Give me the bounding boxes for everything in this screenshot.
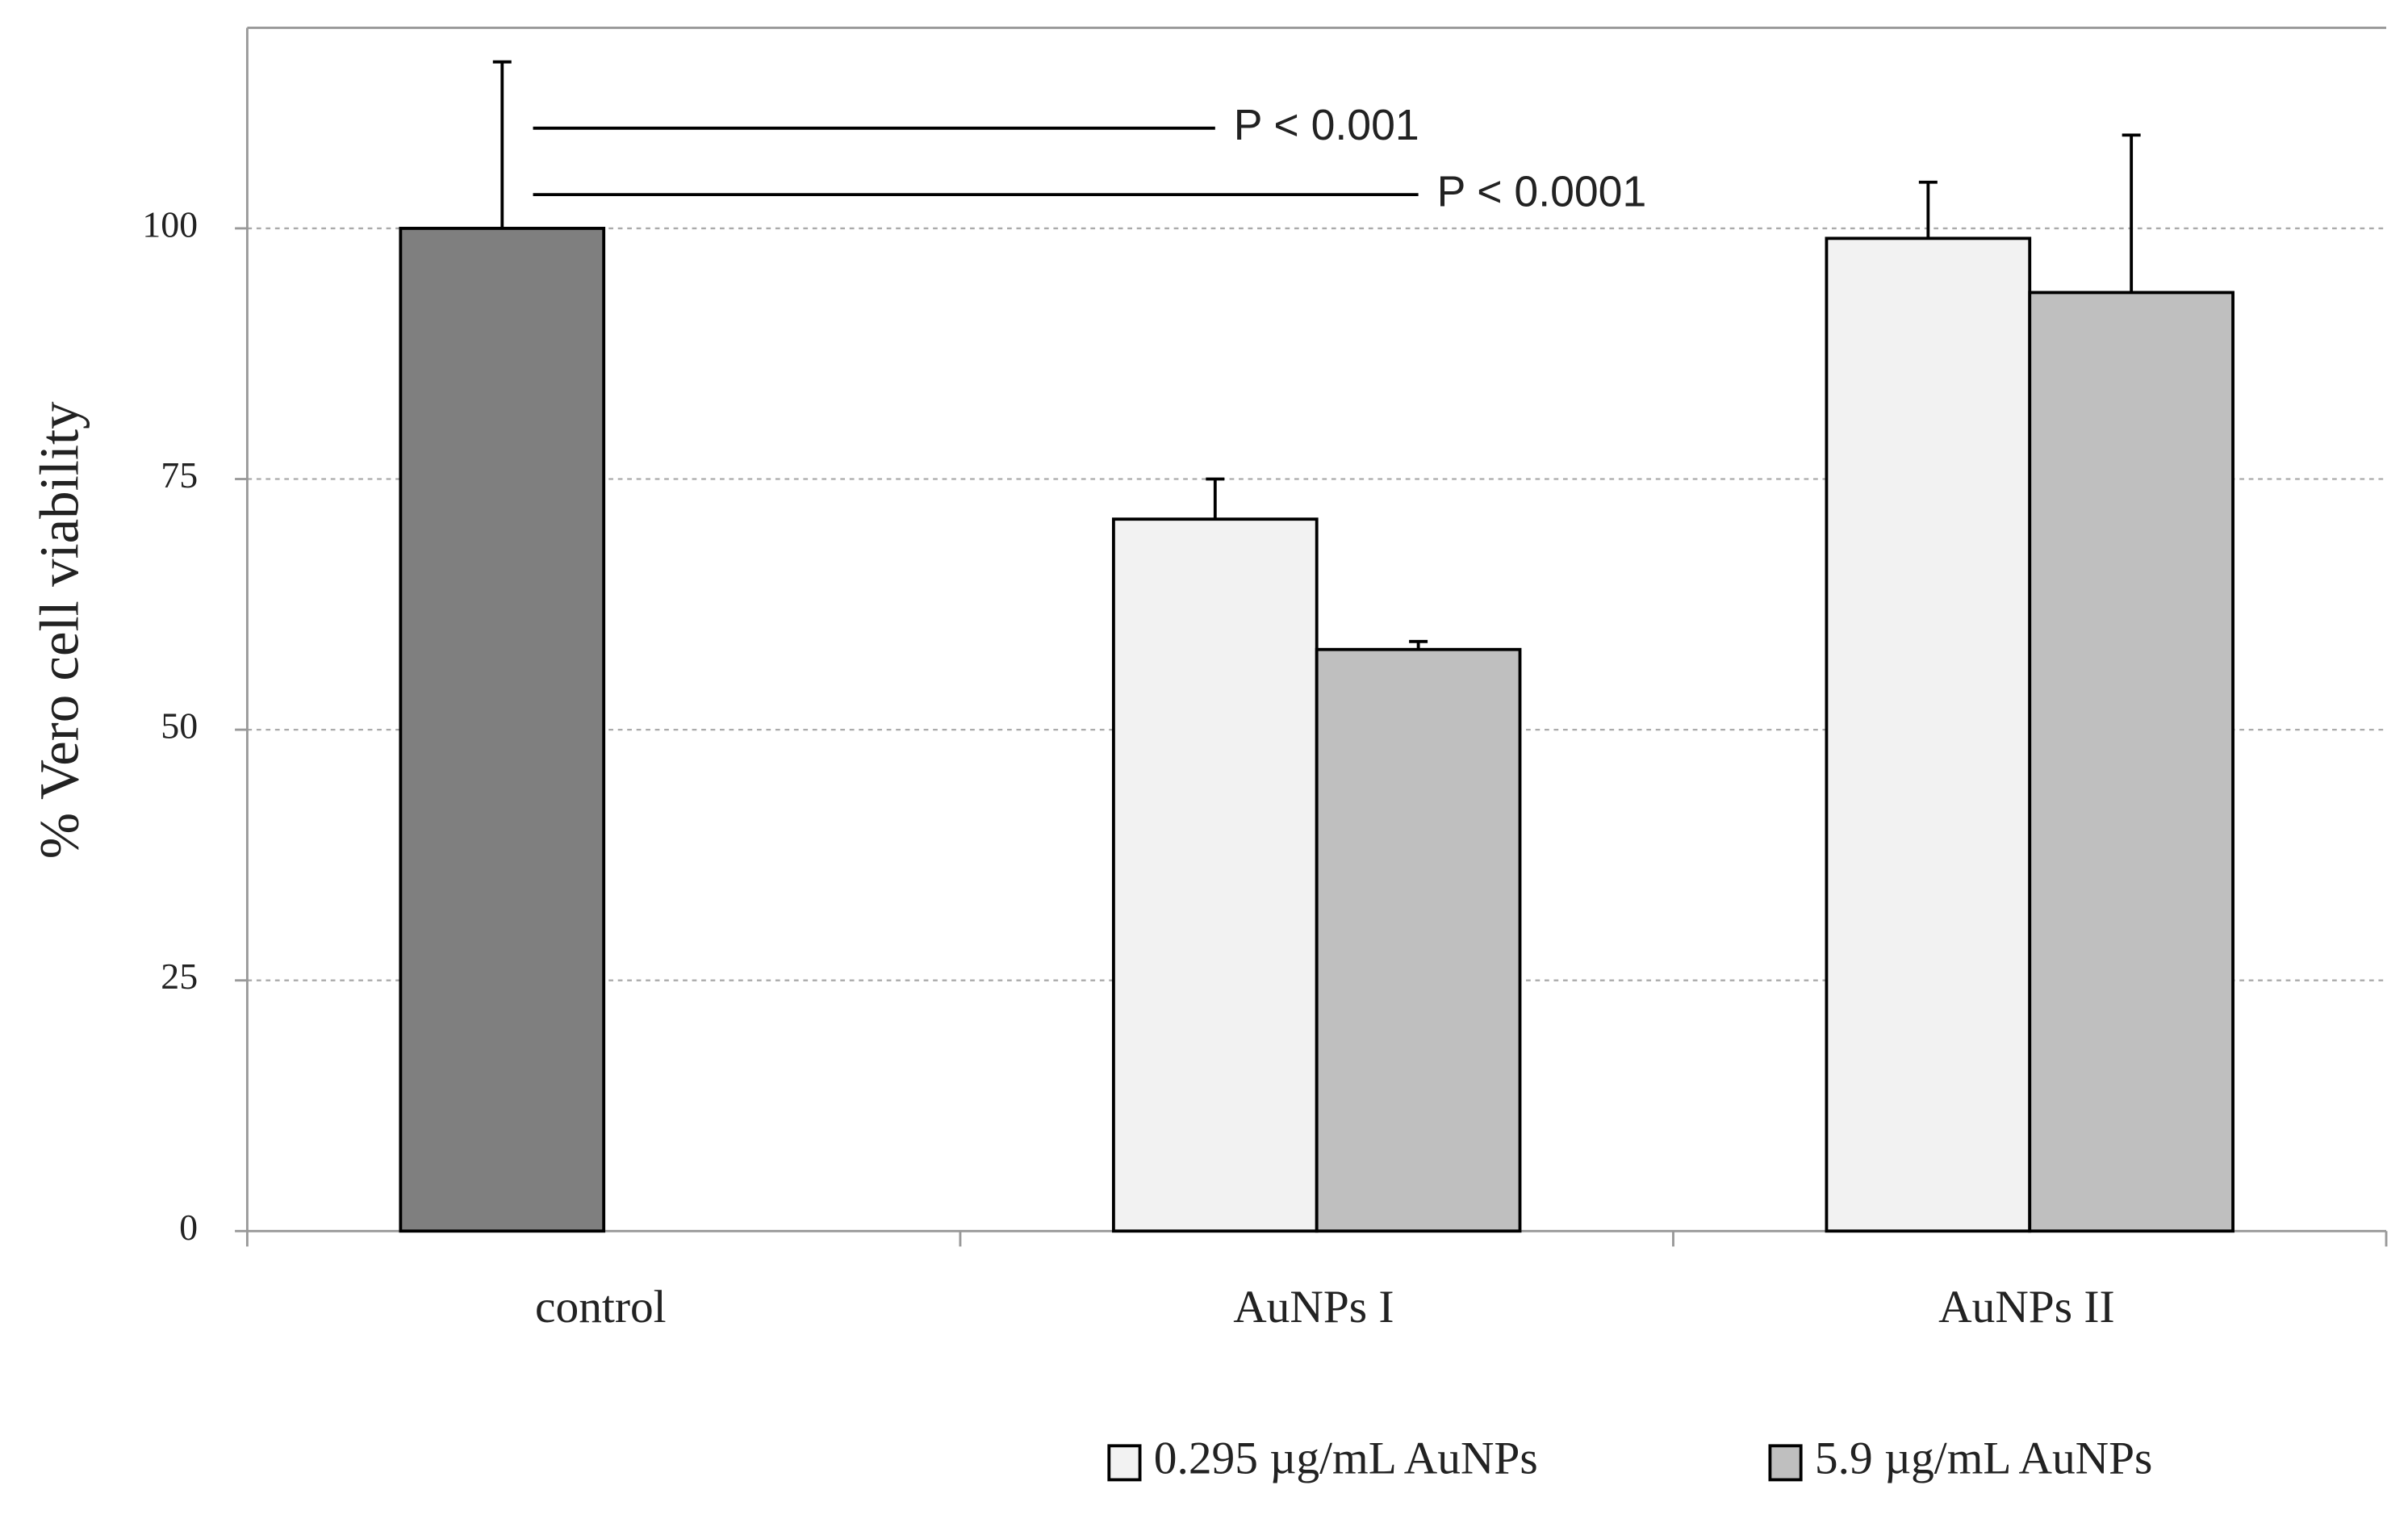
y-tick-label: 75 xyxy=(161,454,198,496)
significance-label: P < 0.001 xyxy=(1234,101,1419,149)
y-tick-label: 25 xyxy=(161,956,198,997)
y-tick-label: 0 xyxy=(179,1207,198,1248)
significance-label: P < 0.0001 xyxy=(1437,167,1647,215)
legend-label: 5.9 µg/mL AuNPs xyxy=(1815,1433,2152,1484)
bar xyxy=(1825,236,2032,1233)
y-tick-label: 100 xyxy=(142,203,198,245)
bar xyxy=(399,227,606,1233)
legend-swatch xyxy=(1107,1444,1142,1482)
y-tick-label: 50 xyxy=(161,705,198,747)
x-tick-label: AuNPs I xyxy=(1233,1282,1394,1333)
bar xyxy=(1111,517,1319,1233)
legend-swatch xyxy=(1768,1444,1803,1482)
legend-label: 0.295 µg/mL AuNPs xyxy=(1154,1433,1538,1484)
y-axis-label: % Vero cell viability xyxy=(28,401,90,859)
x-tick-label: control xyxy=(535,1282,667,1333)
bar xyxy=(2028,291,2235,1233)
bar xyxy=(1315,647,1522,1233)
x-tick-label: AuNPs II xyxy=(1938,1282,2114,1333)
